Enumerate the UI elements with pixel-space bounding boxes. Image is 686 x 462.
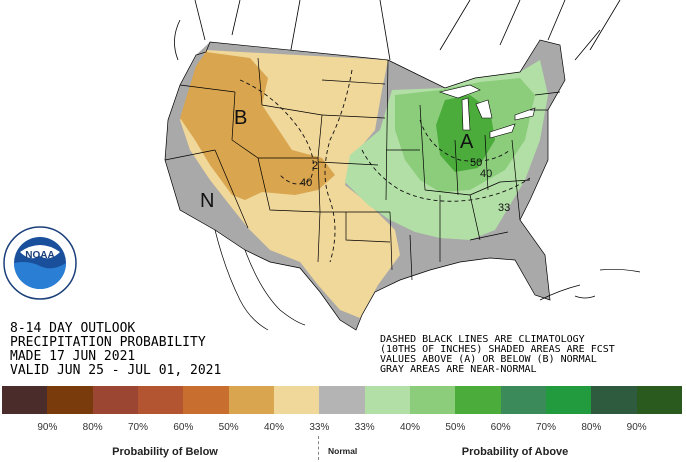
- legend-swatch: [92, 386, 138, 414]
- contour-label-40-east: 40: [480, 168, 492, 180]
- contour-label-50: 50: [470, 157, 482, 169]
- legend-normal-divider: [318, 436, 319, 460]
- near-normal-letter: N: [200, 190, 214, 212]
- title-line-2: PRECIPITATION PROBABILITY: [10, 335, 206, 350]
- legend-swatch: [319, 386, 365, 414]
- title-line-1: 8-14 DAY OUTLOOK: [10, 321, 135, 336]
- below-normal-40: [180, 52, 335, 200]
- title-line-4: VALID JUN 25 - JUL 01, 2021: [10, 363, 221, 378]
- legend-normal-title: Normal: [328, 446, 358, 456]
- legend-tick-label: 90%: [37, 422, 58, 433]
- legend-swatch: [500, 386, 546, 414]
- legend-tick-label: 40%: [263, 422, 285, 433]
- outlook-map: B A N 2 40 50 40 33 NOAA 8-14 DAY OUTLOO…: [3, 0, 641, 378]
- legend-swatch: [545, 386, 592, 414]
- below-normal-letter: B: [234, 107, 247, 129]
- note-line-2: (10THS OF INCHES) SHADED AREAS ARE FCST: [380, 344, 615, 355]
- legend-swatch: [273, 386, 320, 414]
- noaa-logo-text: NOAA: [25, 250, 54, 261]
- title-line-3: MADE 17 JUN 2021: [10, 349, 135, 364]
- state-boundaries: [164, 39, 566, 331]
- legend-swatch: [47, 386, 93, 414]
- legend-color-bar: [2, 386, 682, 414]
- legend-tick-label: 50%: [218, 422, 239, 433]
- legend-tick-label: 70%: [127, 422, 149, 433]
- legend-swatch: [591, 386, 637, 414]
- contour-label-2: 2: [312, 160, 318, 172]
- legend-tick-label: 33%: [354, 422, 375, 433]
- note-line-3: VALUES ABOVE (A) OR BELOW (B) NORMAL: [380, 354, 597, 365]
- legend-tick-label: 90%: [626, 422, 647, 433]
- above-normal-letter: A: [460, 131, 474, 153]
- legend-above-title: Probability of Above: [461, 446, 569, 458]
- contour-label-40-west: 40: [300, 177, 312, 189]
- climatology-contours: [239, 69, 531, 263]
- legend-tick-label: 60%: [173, 422, 194, 433]
- legend-tick-label: 80%: [581, 422, 602, 433]
- legend-swatch: [636, 386, 682, 414]
- legend-swatch: [455, 386, 501, 414]
- legend-tick-label: 70%: [535, 422, 557, 433]
- legend-swatch: [228, 386, 274, 414]
- legend-tick-label: 40%: [399, 422, 421, 433]
- canada-boundaries: [174, 0, 621, 61]
- legend-swatch: [183, 386, 229, 414]
- legend-tick-label: 60%: [490, 422, 511, 433]
- note-line-1: DASHED BLACK LINES ARE CLIMATOLOGY: [380, 334, 585, 345]
- legend-swatch: [2, 386, 48, 414]
- mexico-caribbean-outline: [214, 229, 641, 331]
- legend-below-title: Probability of Below: [112, 446, 218, 458]
- legend-swatch: [137, 386, 184, 414]
- great-lakes: [438, 84, 536, 139]
- contour-label-33: 33: [498, 202, 510, 214]
- legend-tick-label: 50%: [445, 422, 466, 433]
- legend-swatch: [409, 386, 456, 414]
- legend-tick-label: 80%: [82, 422, 103, 433]
- legend-swatch: [364, 386, 410, 414]
- noaa-logo: NOAA: [3, 226, 77, 300]
- note-line-4: GRAY AREAS ARE NEAR-NORMAL: [380, 364, 537, 375]
- legend-tick-label: 33%: [309, 422, 330, 433]
